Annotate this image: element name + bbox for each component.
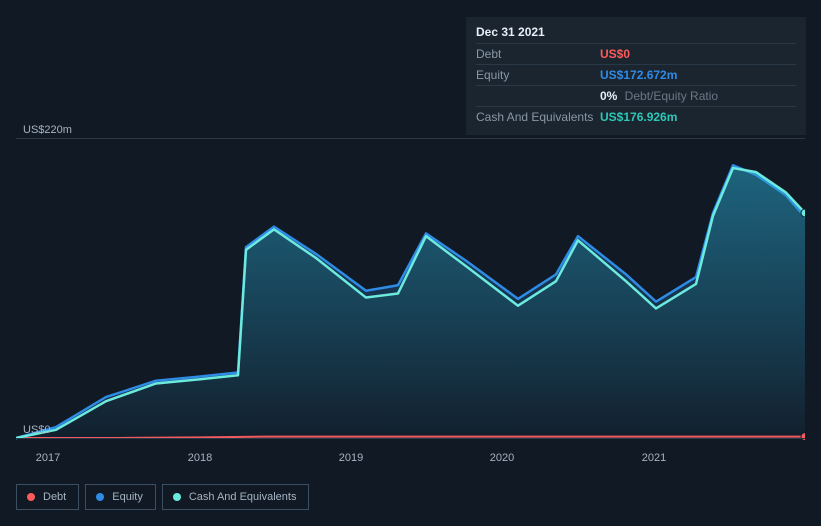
legend-label: Cash And Equivalents bbox=[189, 491, 297, 503]
tooltip-row: DebtUS$0 bbox=[476, 43, 796, 64]
debt-equity-chart: US$220m US$0 2017 2018 2019 2020 2021 bbox=[16, 124, 805, 464]
tooltip-row-label: Debt bbox=[476, 47, 600, 61]
tooltip-row-label: Cash And Equivalents bbox=[476, 110, 600, 124]
x-axis-tick: 2019 bbox=[339, 452, 363, 464]
legend-label: Equity bbox=[112, 491, 143, 503]
legend-item-equity[interactable]: Equity bbox=[85, 484, 156, 510]
chart-tooltip: Dec 31 2021 DebtUS$0EquityUS$172.672m0% … bbox=[466, 17, 806, 135]
y-axis-min-label: US$0 bbox=[23, 424, 51, 436]
legend-dot-icon bbox=[27, 493, 35, 501]
tooltip-row-value: US$176.926m bbox=[600, 110, 677, 124]
series-area-cash-and-equivalents bbox=[16, 168, 805, 438]
x-axis-tick: 2021 bbox=[642, 452, 666, 464]
tooltip-row-value: US$0 bbox=[600, 47, 630, 61]
x-axis-tick: 2017 bbox=[36, 452, 60, 464]
y-axis-max-label: US$220m bbox=[23, 124, 72, 136]
tooltip-row: EquityUS$172.672m bbox=[476, 64, 796, 85]
tooltip-date: Dec 31 2021 bbox=[476, 25, 796, 43]
x-axis-tick: 2018 bbox=[188, 452, 212, 464]
legend-item-cash-and-equivalents[interactable]: Cash And Equivalents bbox=[162, 484, 310, 510]
gridline-top bbox=[16, 138, 805, 139]
chart-legend: Debt Equity Cash And Equivalents bbox=[16, 484, 309, 510]
legend-dot-icon bbox=[173, 493, 181, 501]
legend-label: Debt bbox=[43, 491, 66, 503]
x-axis-tick: 2020 bbox=[490, 452, 514, 464]
tooltip-row-label bbox=[476, 89, 600, 103]
legend-dot-icon bbox=[96, 493, 104, 501]
gridline-bottom bbox=[16, 438, 805, 439]
tooltip-row-label: Equity bbox=[476, 68, 600, 82]
chart-svg bbox=[16, 124, 805, 464]
legend-item-debt[interactable]: Debt bbox=[16, 484, 79, 510]
tooltip-row-value: US$172.672m bbox=[600, 68, 677, 82]
tooltip-row-sublabel: Debt/Equity Ratio bbox=[621, 89, 718, 103]
tooltip-row: 0% Debt/Equity Ratio bbox=[476, 85, 796, 106]
tooltip-row-value: 0% Debt/Equity Ratio bbox=[600, 89, 718, 103]
series-end-dot-cash-and-equivalents bbox=[801, 209, 805, 217]
